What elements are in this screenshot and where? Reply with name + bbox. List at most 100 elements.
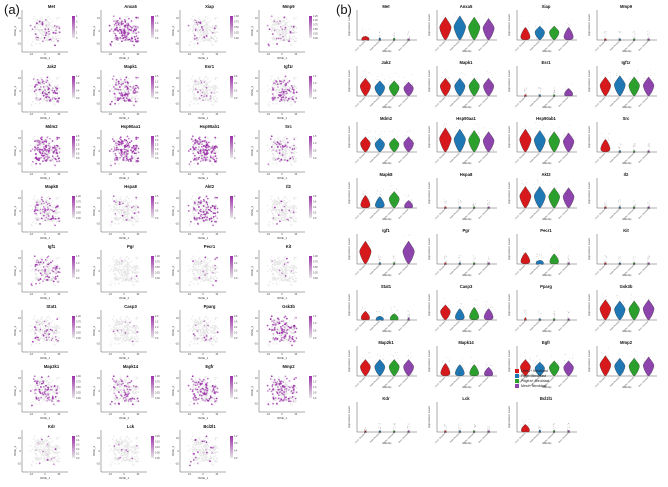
tsne-cell-point	[285, 137, 288, 140]
tsne-cell-point	[119, 37, 122, 40]
tsne-cell-point	[130, 95, 133, 97]
tsne-cell-point	[205, 203, 208, 206]
tsne-cell-point	[47, 275, 50, 277]
tsne-cell-point	[114, 33, 116, 35]
tsne-cell-point	[128, 152, 130, 154]
tsne-cell-point	[267, 103, 270, 105]
tsne-cell-point	[42, 220, 44, 222]
tsne-cell-point	[207, 212, 210, 215]
tsne-cell-point	[294, 220, 296, 222]
tsne-cell-point	[120, 81, 123, 84]
tsne-cell-point	[282, 156, 285, 159]
tsne-cell-point	[284, 201, 287, 203]
tsne-cell-point	[127, 208, 130, 210]
tsne-cell-point	[119, 261, 121, 263]
tsne-cell-point	[271, 149, 273, 151]
tsne-cell-point	[137, 27, 140, 30]
tsne-cell-point	[53, 283, 55, 285]
tsne-cell-point	[198, 149, 201, 151]
tsne-cell-point	[192, 15, 194, 17]
tsne-cell-point	[214, 149, 216, 151]
tsne-cell-point	[51, 280, 53, 282]
tsne-cell-point	[58, 91, 61, 94]
tsne-cell-point	[212, 215, 215, 218]
tsne-cell-point	[128, 26, 130, 28]
tsne-cell-point	[47, 29, 50, 32]
tsne-cell-point	[277, 143, 279, 145]
tsne-cell-point	[133, 152, 136, 155]
tsne-cell-point	[114, 22, 117, 25]
tsne-cell-point	[113, 135, 115, 137]
tsne-cell-point	[51, 216, 54, 219]
tsne-cell-point	[274, 21, 277, 24]
tsne-cell-point	[56, 18, 58, 20]
tsne-cell-point	[273, 148, 276, 150]
tsne-x-tick: 0	[123, 112, 125, 116]
tsne-cell-point	[291, 88, 294, 91]
tsne-cell-point	[119, 26, 121, 28]
tsne-cell-point	[58, 151, 61, 154]
tsne-cell-point	[128, 88, 131, 91]
tsne-cell-point	[129, 201, 131, 204]
tsne-cell-point	[286, 159, 289, 162]
tsne-cell-point	[282, 100, 284, 102]
tsne-cell-point	[112, 210, 115, 213]
tsne-cell-point	[193, 39, 195, 41]
tsne-cell-point	[122, 200, 125, 203]
tsne-cell-point	[125, 277, 128, 279]
tsne-cell-point	[194, 95, 196, 97]
tsne-cell-point	[47, 159, 49, 161]
tsne-cell-point	[212, 88, 215, 90]
tsne-cell-point	[209, 209, 212, 212]
tsne-colorbar-tick: 0.5	[76, 152, 80, 155]
tsne-cell-point	[215, 217, 218, 220]
tsne-cell-point	[283, 153, 285, 156]
tsne-x-label: tSNE_1	[119, 236, 130, 240]
tsne-cell-point	[199, 210, 202, 212]
tsne-cell-point	[277, 81, 279, 83]
tsne-cell-point	[202, 31, 205, 33]
tsne-cell-point	[277, 89, 280, 91]
tsne-cell-point	[40, 141, 42, 143]
tsne-cell-point	[133, 278, 135, 280]
tsne-cell-point	[204, 157, 207, 160]
tsne-cell-point	[282, 200, 284, 202]
tsne-cell-point	[119, 77, 121, 80]
tsne-x-tick: -10	[187, 292, 191, 296]
tsne-cell-point	[137, 87, 140, 90]
tsne-cell-point	[270, 210, 273, 213]
tsne-cell-point	[53, 100, 55, 103]
tsne-cell-point	[277, 137, 279, 140]
tsne-colorbar-tick: 1	[234, 149, 236, 152]
tsne-cell-point	[124, 200, 126, 202]
tsne-cell-point	[113, 277, 115, 279]
tsne-cell-point	[201, 97, 204, 99]
tsne-cell-point	[268, 28, 271, 31]
tsne-cell-point	[56, 92, 59, 95]
tsne-cell-point	[125, 29, 127, 31]
tsne-cell-point	[128, 146, 130, 148]
tsne-cell-point	[125, 79, 128, 82]
tsne-cell-point	[200, 220, 202, 222]
tsne-cell-point	[136, 221, 138, 223]
tsne-cell-point	[108, 264, 111, 267]
tsne-cell-point	[50, 205, 53, 208]
tsne-cell-point	[206, 88, 209, 90]
tsne-cell-point	[295, 147, 298, 150]
tsne-plot-anxa5: Anxa5 -10 0 10 10 0 -10 tSNE_1 tSNE_2 1.5 1.0 0.5 0.…	[91, 4, 170, 64]
tsne-x-label: tSNE_1	[40, 236, 51, 240]
tsne-cell-point	[204, 79, 207, 82]
tsne-cell-point	[122, 20, 125, 23]
tsne-cell-point	[126, 263, 129, 266]
tsne-cell-point	[137, 267, 140, 270]
tsne-cell-point	[123, 269, 125, 271]
tsne-cell-point	[194, 199, 197, 201]
tsne-cell-point	[54, 224, 56, 227]
tsne-cell-point	[288, 200, 291, 202]
tsne-y-tick: -10	[175, 221, 179, 225]
tsne-cell-point	[290, 210, 293, 212]
tsne-cell-point	[35, 28, 37, 30]
tsne-cell-point	[271, 29, 273, 31]
tsne-cell-point	[203, 86, 205, 88]
tsne-cell-point	[277, 214, 280, 216]
